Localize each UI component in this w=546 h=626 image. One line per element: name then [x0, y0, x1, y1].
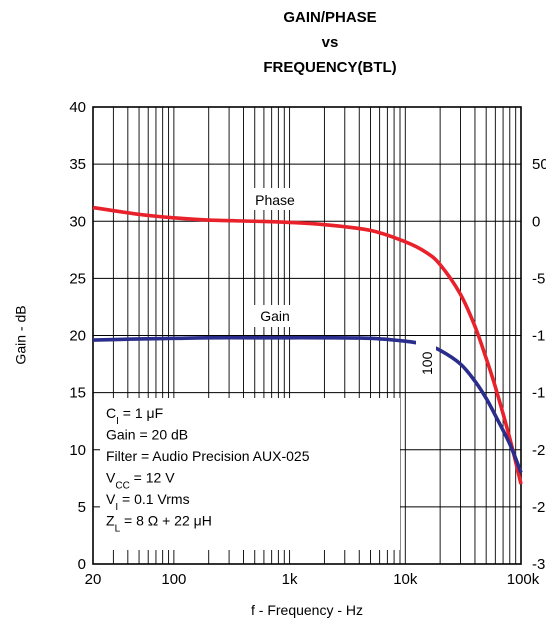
- y2-tick-label: 0: [532, 213, 540, 230]
- y2-tick-label: -1: [532, 385, 545, 402]
- y-tick-label: 30: [69, 213, 86, 230]
- gain-series-label: Gain: [260, 308, 290, 324]
- chart-title-line: FREQUENCY(BTL): [263, 59, 396, 76]
- y2-tick-label: -2: [532, 499, 545, 516]
- gain-label-bg: [250, 305, 300, 327]
- x-tick-label: 1k: [282, 571, 298, 588]
- x-axis-label: f - Frequency - Hz: [251, 602, 363, 618]
- y-tick-label: 5: [78, 499, 86, 516]
- y2-tick-label: -5: [532, 270, 545, 287]
- y-tick-label: 15: [69, 385, 86, 402]
- condition-line: ZL = 8 Ω + 22 μH: [106, 513, 212, 535]
- condition-line: VCC = 12 V: [106, 470, 175, 492]
- marker-100-label: 100: [419, 351, 435, 375]
- phase-series-label: Phase: [255, 192, 295, 208]
- conditions-bg: [100, 398, 400, 550]
- y2-tick-label: -3: [532, 556, 545, 573]
- chart-title-line: vs: [322, 34, 339, 51]
- condition-line: VI = 0.1 Vrms: [106, 491, 190, 513]
- series-line-phase: [92, 205, 523, 485]
- y-tick-label: 35: [69, 156, 86, 173]
- condition-line: Gain = 20 dB: [106, 427, 188, 443]
- y-axis-label: Gain - dB: [13, 305, 29, 364]
- x-tick-label: 20: [85, 571, 102, 588]
- y-tick-label: 0: [78, 556, 86, 573]
- y2-tick-labels: 50 0 -5 -1 -1 -2 -2 -3: [532, 156, 546, 573]
- series-lines: [92, 205, 523, 485]
- series-line-gain: [92, 335, 523, 474]
- condition-line: CI = 1 μF: [106, 405, 163, 427]
- condition-line: Filter = Audio Precision AUX-025: [106, 448, 310, 464]
- phase-label-bg: [244, 188, 304, 210]
- y2-tick-label: -2: [532, 442, 545, 459]
- plot-border: [92, 106, 522, 565]
- x-tick-labels: 20 100 1k 10k 100k: [85, 571, 540, 588]
- plot-frame: [92, 106, 522, 565]
- marker-100-bg: [416, 340, 436, 382]
- x-tick-label: 100k: [507, 571, 540, 588]
- x-tick-label: 10k: [393, 571, 418, 588]
- y-tick-label: 10: [69, 442, 86, 459]
- y-tick-label: 40: [69, 99, 86, 116]
- chart-title: GAIN/PHASE vs FREQUENCY(BTL): [263, 9, 396, 76]
- y-tick-label: 20: [69, 328, 86, 345]
- x-tick-label: 100: [161, 571, 186, 588]
- y-tick-labels: 0 5 10 15 20 25 30 35 40: [69, 99, 86, 573]
- y2-tick-label: -1: [532, 328, 545, 345]
- chart-title-line: GAIN/PHASE: [283, 9, 376, 26]
- annotations: Phase Gain 100: [244, 188, 436, 382]
- y2-tick-label: 50: [532, 156, 546, 173]
- y-tick-label: 25: [69, 270, 86, 287]
